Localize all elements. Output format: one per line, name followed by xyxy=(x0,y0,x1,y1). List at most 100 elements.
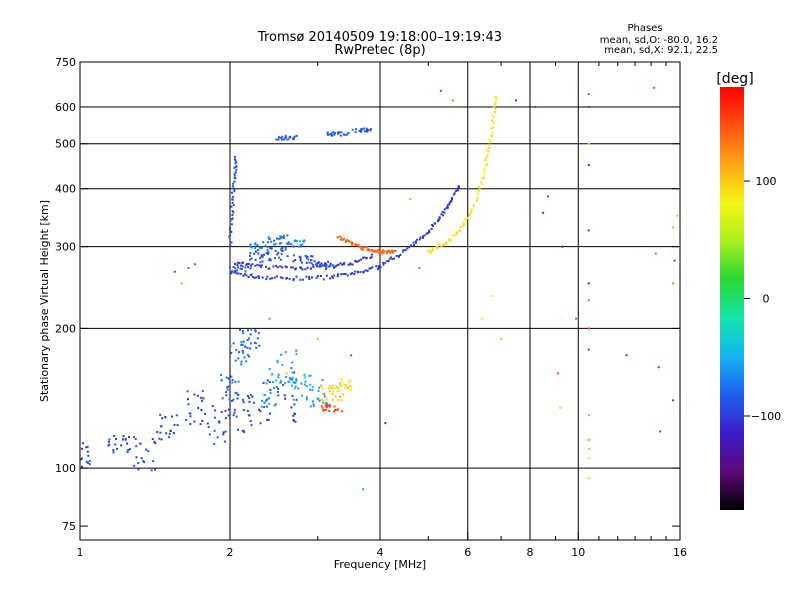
cloud-point xyxy=(240,344,243,346)
curve-point xyxy=(272,265,275,268)
cloud-point xyxy=(362,127,365,130)
scatter-point xyxy=(515,99,517,102)
curve-point xyxy=(305,275,308,278)
cloud-point xyxy=(240,341,243,344)
cloud-point xyxy=(236,397,239,400)
column-point xyxy=(587,282,590,285)
column-point xyxy=(587,93,590,95)
cloud-point xyxy=(280,138,283,141)
cloud-point xyxy=(228,398,231,401)
cloud-point xyxy=(336,132,339,135)
cloud-point xyxy=(307,258,310,261)
cloud-point xyxy=(267,253,269,256)
cloud-point xyxy=(282,384,285,386)
curve-point xyxy=(391,258,394,261)
cloud-point xyxy=(280,353,283,356)
cloud-point xyxy=(208,433,211,436)
cloud-point xyxy=(233,411,236,414)
cloud-point xyxy=(249,252,252,255)
curve-point xyxy=(376,268,379,271)
cloud-point xyxy=(292,254,295,257)
scatter-point xyxy=(173,270,176,273)
cloud-point xyxy=(112,451,115,454)
cloud-point xyxy=(292,245,295,248)
cloud-point xyxy=(332,392,334,395)
cloud-point xyxy=(230,375,233,378)
cloud-point xyxy=(250,245,252,248)
curve-point xyxy=(234,162,237,165)
curve-point xyxy=(457,185,460,188)
phase-box-title: Phases xyxy=(627,23,662,34)
cloud-point xyxy=(228,378,231,381)
cloud-point xyxy=(305,385,308,388)
curve-point xyxy=(387,250,390,252)
cloud-point xyxy=(242,332,245,335)
cloud-point xyxy=(240,363,243,366)
curve-point xyxy=(234,171,237,174)
cloud-point xyxy=(301,243,304,246)
cloud-point xyxy=(255,250,258,253)
curve-point xyxy=(448,203,451,206)
colorbar xyxy=(720,87,744,510)
curve-point xyxy=(455,233,457,236)
cloud-point xyxy=(283,137,286,140)
curve-point xyxy=(265,265,267,268)
curve-point xyxy=(256,263,259,266)
scatter-point xyxy=(653,86,656,89)
cloud-point xyxy=(242,409,245,412)
cloud-point xyxy=(272,381,274,383)
cloud-point xyxy=(330,393,333,396)
cloud-point xyxy=(310,262,313,265)
cloud-point xyxy=(286,242,289,245)
cloud-point xyxy=(228,408,230,411)
curve-point xyxy=(280,276,282,279)
cloud-point xyxy=(329,264,332,267)
scatter-point xyxy=(534,106,537,108)
curve-point xyxy=(233,158,236,161)
cloud-point xyxy=(291,361,294,364)
curve-point xyxy=(377,266,380,269)
cloud-point xyxy=(270,373,273,376)
cloud-point xyxy=(312,405,315,408)
curve-point xyxy=(391,250,394,253)
scatter-point xyxy=(350,354,353,357)
curve-point xyxy=(302,278,305,281)
curve-point xyxy=(336,275,339,278)
curve-point xyxy=(359,246,362,249)
curve-point xyxy=(437,220,439,223)
cloud-point xyxy=(311,389,314,392)
cloud-point xyxy=(230,270,233,273)
cloud-point xyxy=(234,267,237,270)
cloud-point xyxy=(244,266,247,269)
cloud-point xyxy=(247,395,249,397)
cloud-point xyxy=(263,253,266,256)
cloud-point xyxy=(214,409,217,412)
cloud-point xyxy=(284,136,287,139)
cloud-point xyxy=(124,437,127,440)
cloud-point xyxy=(151,438,154,441)
cloud-point xyxy=(189,415,192,418)
cloud-point xyxy=(317,397,320,400)
cloud-point xyxy=(319,263,322,266)
cloud-point xyxy=(185,418,188,421)
cloud-point xyxy=(277,390,279,393)
curve-point xyxy=(275,275,278,278)
cloud-point xyxy=(279,235,282,238)
y-tick-label: 600 xyxy=(55,101,76,114)
cloud-point xyxy=(361,128,364,131)
curve-point xyxy=(368,267,371,270)
curve-point xyxy=(483,168,486,171)
cloud-point xyxy=(337,399,340,402)
cloud-point xyxy=(294,385,297,388)
cloud-point xyxy=(332,390,335,393)
cloud-point xyxy=(226,386,229,389)
cloud-point xyxy=(244,270,247,273)
curve-point xyxy=(379,250,382,253)
curve-point xyxy=(233,189,236,191)
curve-point xyxy=(245,274,248,277)
cloud-point xyxy=(249,420,252,423)
curve-point xyxy=(250,273,253,276)
curve-point xyxy=(351,241,354,244)
cloud-point xyxy=(284,246,287,249)
curve-point xyxy=(349,241,352,244)
